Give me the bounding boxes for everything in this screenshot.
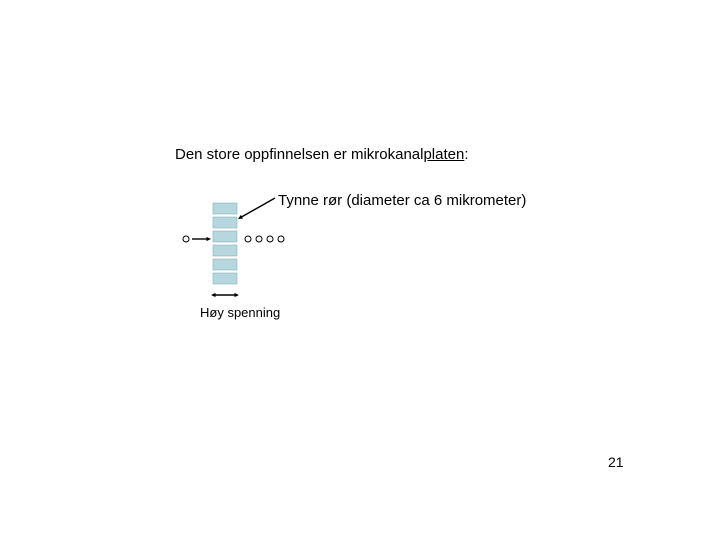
channel-segment xyxy=(213,245,237,256)
outgoing-particle-dot xyxy=(267,236,273,242)
width-arrow-head-left xyxy=(211,293,216,297)
outgoing-particle-dot xyxy=(278,236,284,242)
channel-segment xyxy=(213,231,237,242)
incoming-particle-dot xyxy=(183,236,189,242)
channel-segment xyxy=(213,259,237,270)
tube-pointer-arrow xyxy=(241,198,275,218)
channel-segment xyxy=(213,203,237,214)
incoming-arrow-head xyxy=(206,237,211,241)
channel-segment xyxy=(213,273,237,284)
outgoing-particle-dot xyxy=(256,236,262,242)
width-arrow-head-right xyxy=(234,293,239,297)
outgoing-particle-dot xyxy=(245,236,251,242)
microchannel-diagram xyxy=(0,0,720,540)
channel-segment xyxy=(213,217,237,228)
